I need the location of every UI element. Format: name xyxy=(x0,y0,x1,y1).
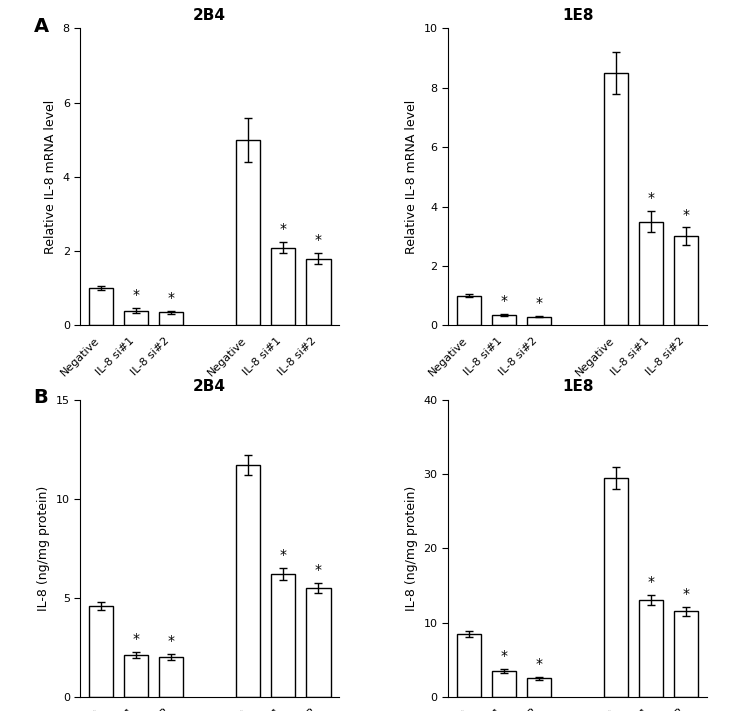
Bar xyxy=(89,289,114,326)
Title: 2B4: 2B4 xyxy=(193,8,226,23)
Bar xyxy=(527,316,551,326)
Bar xyxy=(159,657,184,697)
Text: *: * xyxy=(647,191,655,205)
Title: 1E8: 1E8 xyxy=(562,8,593,23)
Title: 2B4: 2B4 xyxy=(193,380,226,395)
Text: *: * xyxy=(647,575,655,589)
Text: ATP: ATP xyxy=(636,450,666,464)
Text: *: * xyxy=(315,233,321,247)
Y-axis label: IL-8 (ng/mg protein): IL-8 (ng/mg protein) xyxy=(37,486,50,611)
Text: *: * xyxy=(682,208,690,222)
Text: *: * xyxy=(501,294,507,308)
Bar xyxy=(604,73,628,326)
Bar xyxy=(639,222,663,326)
Bar xyxy=(271,574,295,697)
Text: *: * xyxy=(133,632,140,646)
Text: ATP: ATP xyxy=(268,450,298,464)
Bar xyxy=(674,236,698,326)
Text: *: * xyxy=(536,657,542,670)
Bar xyxy=(124,311,149,326)
Bar xyxy=(306,588,330,697)
Bar xyxy=(271,247,295,326)
Text: *: * xyxy=(168,634,175,648)
Text: *: * xyxy=(168,291,175,305)
Text: *: * xyxy=(682,587,690,601)
Text: *: * xyxy=(133,289,140,302)
Y-axis label: IL-8 (ng/mg protein): IL-8 (ng/mg protein) xyxy=(405,486,418,611)
Bar xyxy=(674,611,698,697)
Bar xyxy=(492,315,516,326)
Text: Control: Control xyxy=(475,450,533,464)
Bar xyxy=(604,478,628,697)
Bar xyxy=(527,678,551,697)
Bar xyxy=(639,600,663,697)
Text: *: * xyxy=(536,296,542,310)
Y-axis label: Relative IL-8 mRNA level: Relative IL-8 mRNA level xyxy=(405,100,418,254)
Y-axis label: Relative IL-8 mRNA level: Relative IL-8 mRNA level xyxy=(44,100,57,254)
Text: Control: Control xyxy=(107,450,165,464)
Bar xyxy=(236,140,260,326)
Bar xyxy=(159,313,184,326)
Bar xyxy=(306,259,330,326)
Text: A: A xyxy=(34,16,49,36)
Bar xyxy=(124,656,149,697)
Text: *: * xyxy=(501,648,507,663)
Text: *: * xyxy=(280,548,286,562)
Text: B: B xyxy=(34,388,48,407)
Text: *: * xyxy=(280,222,286,236)
Bar xyxy=(236,465,260,697)
Bar xyxy=(492,670,516,697)
Text: *: * xyxy=(315,563,321,577)
Bar xyxy=(457,634,481,697)
Title: 1E8: 1E8 xyxy=(562,380,593,395)
Bar xyxy=(457,296,481,326)
Bar xyxy=(89,606,114,697)
